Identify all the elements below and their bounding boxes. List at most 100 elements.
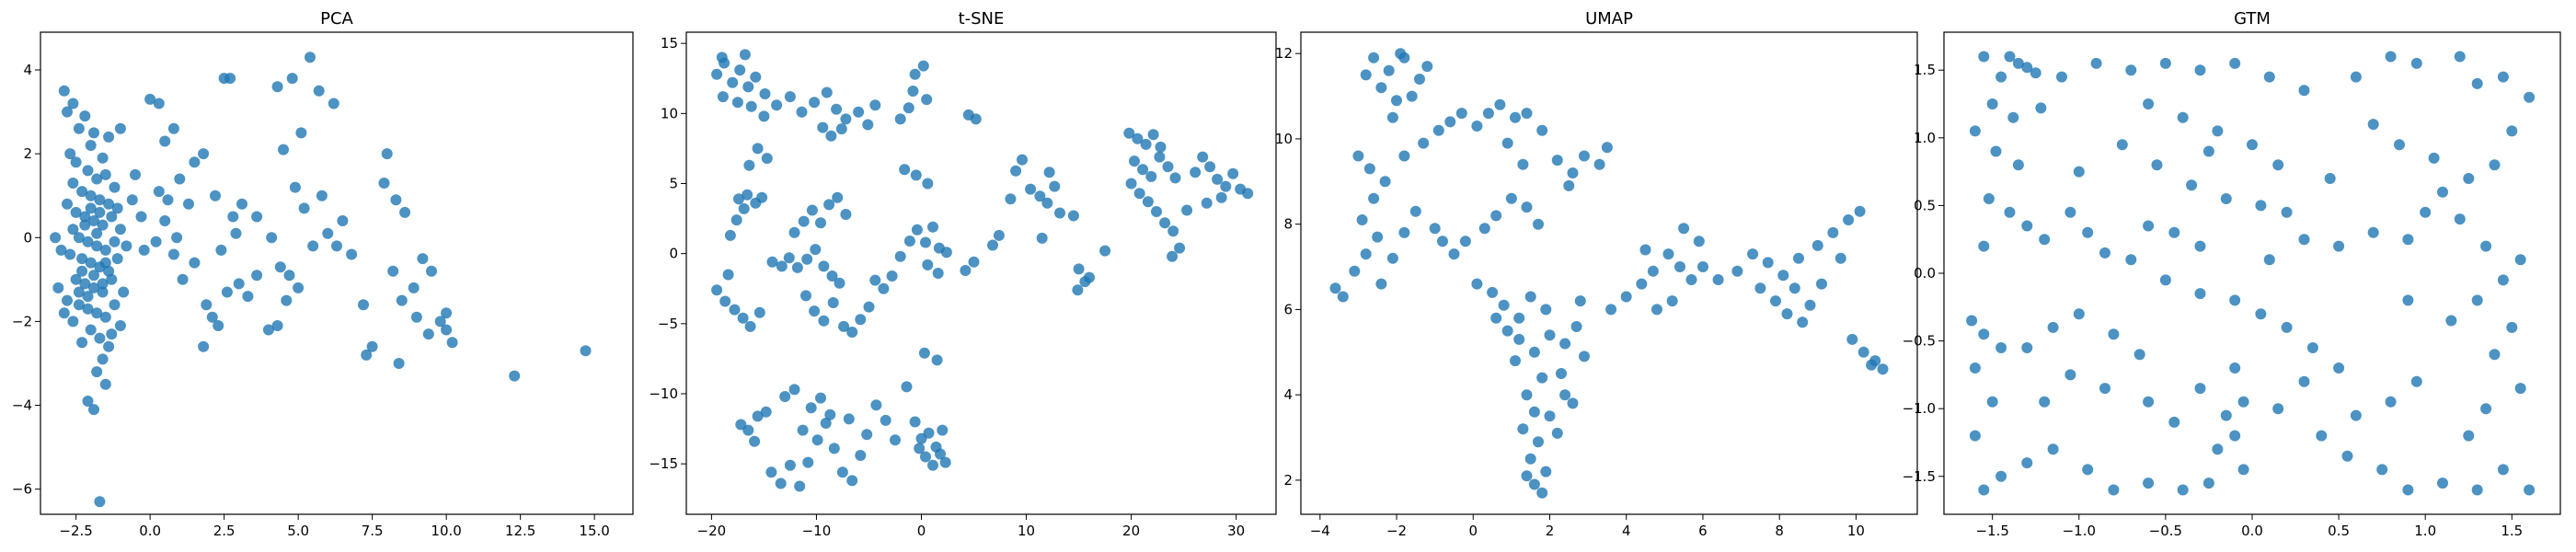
umap-point [1551, 155, 1563, 167]
tsne-point [1133, 188, 1145, 200]
umap-point [1533, 218, 1544, 230]
pca-point [114, 224, 126, 236]
tsne-point [922, 259, 934, 270]
gtm-point [2402, 294, 2414, 306]
pca-point [286, 73, 298, 85]
pca-point [99, 378, 111, 390]
tsne-point [1073, 263, 1085, 275]
tsne-point [729, 304, 741, 316]
gtm-point [1978, 328, 1990, 340]
pca-point [76, 253, 88, 265]
gtm-point [1969, 430, 1981, 442]
tsne-point [831, 103, 843, 115]
pca-point [189, 156, 201, 168]
pca-x-tick-label: 5.0 [287, 523, 309, 539]
tsne-point [901, 381, 913, 393]
umap-point [1556, 368, 1567, 379]
tsne-point [853, 106, 865, 118]
pca-point [366, 340, 378, 352]
gtm-point [2007, 111, 2019, 123]
tsne-point [810, 244, 822, 256]
pca-panel: PCA −2.5 0.0 2.5 5.0 7.5 10.0 12.5 15.0 −6 −4 −2 0 2… [12, 9, 634, 539]
tsne-point [805, 402, 817, 414]
umap-y-tick-label: 10 [1275, 131, 1293, 147]
umap-point [1559, 338, 1571, 350]
tsne-point [910, 169, 922, 181]
gtm-point [2350, 409, 2362, 421]
umap-point [1762, 257, 1774, 269]
pca-x-tick-label: 15.0 [579, 523, 609, 539]
pca-point [381, 148, 393, 160]
tsne-point [1204, 161, 1216, 173]
umap-axes-frame [1300, 31, 1918, 515]
umap-point [1544, 410, 1556, 422]
tsne-point [903, 102, 914, 114]
tsne-point [753, 306, 765, 318]
umap-x-tick-label: 0 [1468, 523, 1478, 539]
pca-point [79, 219, 91, 231]
pca-point [215, 244, 227, 256]
gtm-point [2489, 159, 2501, 171]
pca-y-tick-label: −4 [12, 397, 32, 414]
tsne-point [932, 268, 944, 279]
gtm-point [2143, 477, 2155, 489]
gtm-point [1995, 470, 2007, 482]
gtm-point [2514, 383, 2526, 395]
pca-point [94, 206, 106, 218]
pca-point [198, 340, 210, 352]
gtm-point [2497, 464, 2509, 476]
umap-point [1674, 261, 1685, 272]
umap-point [1574, 295, 1586, 307]
gtm-x-tick-label: 0.0 [2241, 523, 2263, 539]
pca-point [79, 278, 91, 290]
pca-points [50, 52, 592, 508]
tsne-point [1072, 284, 1084, 296]
tsne-point [738, 202, 750, 214]
gtm-point [2220, 409, 2232, 421]
umap-point [1528, 346, 1540, 358]
tsne-point [1197, 151, 1209, 163]
tsne-point [1151, 206, 1162, 217]
tsne-point [1215, 191, 1227, 203]
tsne-point [784, 459, 796, 471]
pca-point [262, 324, 274, 336]
umap-points [1329, 48, 1889, 499]
tsne-panel: t-SNE −20 −10 0 10 20 30 −15 −10 −5 0 5 10 15 [649, 9, 1277, 539]
gtm-point [2316, 430, 2328, 442]
tsne-point [1201, 197, 1213, 209]
gtm-point [1978, 240, 1990, 252]
gtm-point [2410, 57, 2422, 69]
gtm-point [2194, 383, 2206, 395]
gtm-point [1990, 145, 2002, 157]
umap-point [1666, 295, 1678, 307]
gtm-point [2410, 375, 2422, 387]
umap-point [1487, 286, 1499, 298]
pca-point [337, 215, 349, 226]
umap-x-tick-label: 10 [1847, 523, 1865, 539]
umap-point [1781, 308, 1793, 320]
pca-point [85, 140, 97, 151]
umap-point [1544, 329, 1556, 341]
pca-point [73, 122, 85, 134]
tsne-point [909, 416, 921, 428]
umap-point [1398, 226, 1410, 238]
pca-point [426, 265, 437, 277]
umap-point [1375, 278, 1387, 290]
umap-point [1857, 346, 1869, 358]
umap-point [1866, 359, 1878, 371]
pca-y-tick-label: 4 [23, 62, 32, 78]
tsne-point [836, 466, 848, 478]
tsne-title: t-SNE [959, 9, 1005, 29]
pca-point [251, 211, 263, 223]
tsne-point [744, 320, 756, 332]
gtm-point [1986, 396, 1998, 408]
gtm-point [1978, 51, 1990, 63]
pca-point [118, 286, 130, 298]
pca-point [70, 206, 82, 218]
tsne-point [788, 226, 800, 238]
gtm-point [2463, 430, 2475, 442]
gtm-point [2437, 477, 2448, 489]
pca-point [313, 85, 325, 97]
umap-point [1429, 223, 1441, 235]
pca-point [417, 253, 429, 265]
